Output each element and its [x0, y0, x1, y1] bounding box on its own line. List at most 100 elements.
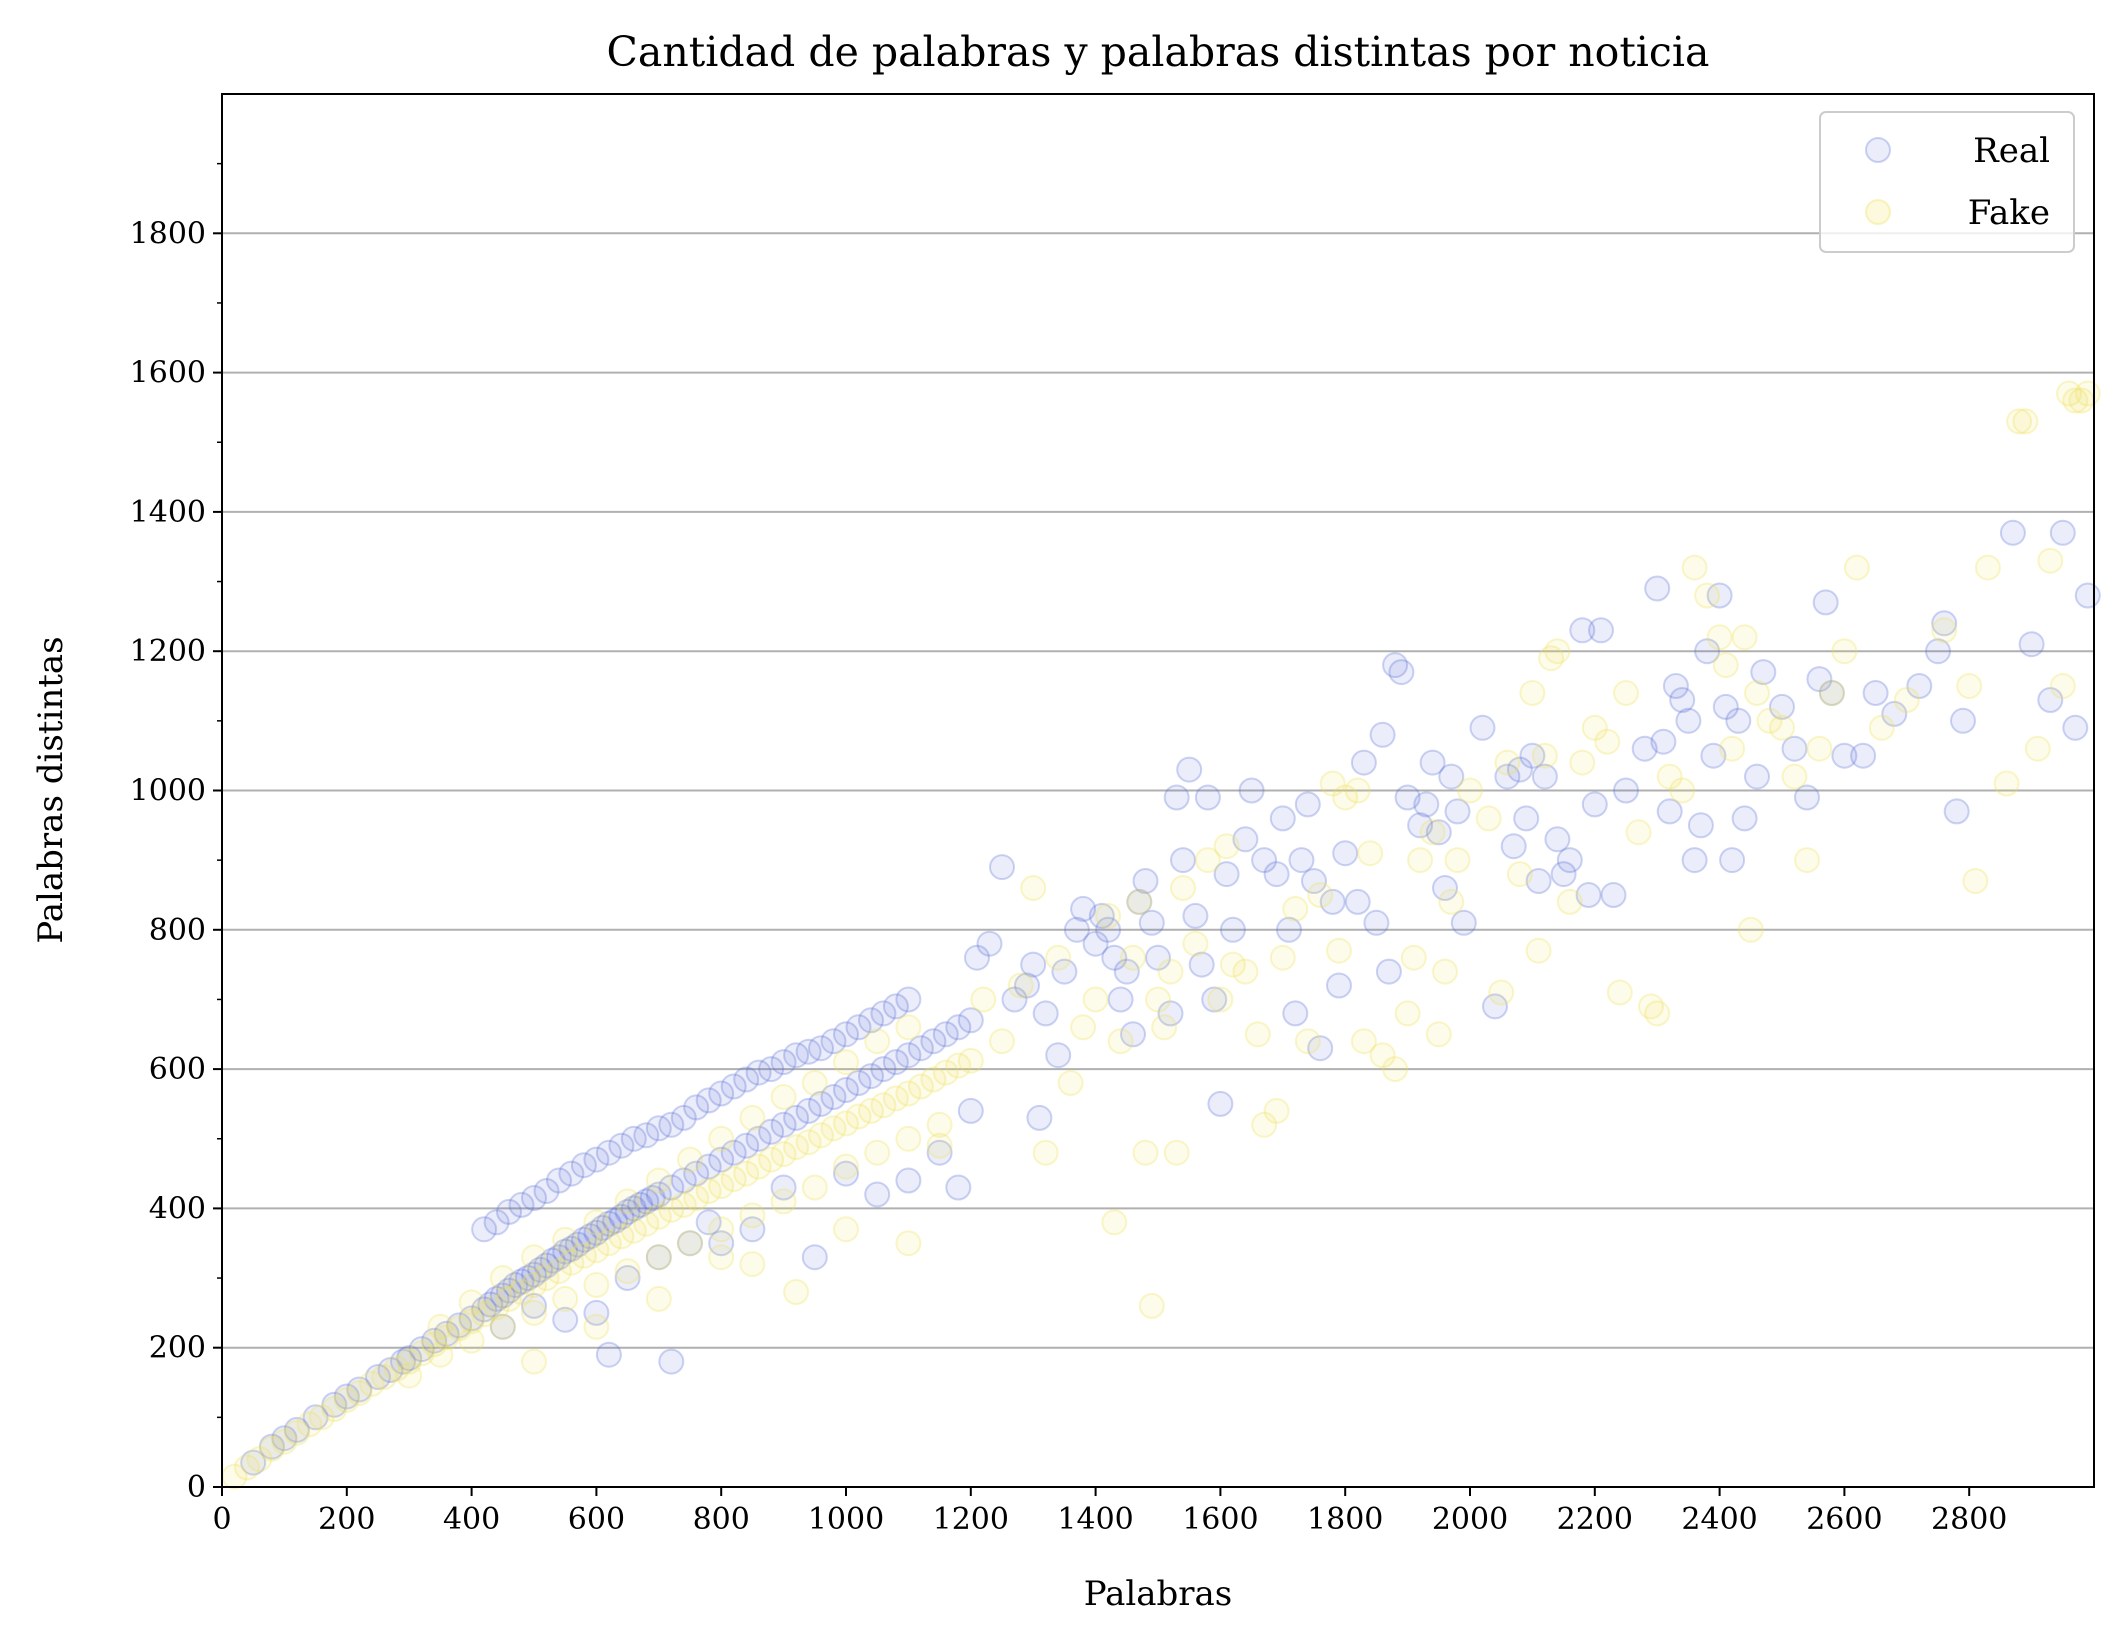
x-tick-label: 1600 [1182, 1502, 1258, 1537]
fake-point [396, 1348, 423, 1375]
fake-point [770, 1084, 797, 1110]
fake-point [1669, 777, 1696, 804]
fake-point [2024, 735, 2051, 762]
fake-point [1681, 554, 1708, 581]
fake-point [446, 1315, 473, 1342]
fake-point [1307, 882, 1334, 908]
fake-point [1407, 847, 1434, 874]
real-point [1850, 742, 1877, 769]
fake-point [396, 1362, 423, 1389]
real-point [1301, 868, 1327, 894]
real-point [633, 1122, 660, 1149]
real-point [833, 1077, 859, 1103]
real-point [683, 1094, 710, 1121]
real-point [365, 1364, 391, 1390]
real-point [683, 1160, 710, 1187]
fake-point [546, 1258, 572, 1285]
real-point [608, 1203, 635, 1230]
legend-real-marker [1865, 137, 1891, 163]
real-point [945, 1014, 972, 1041]
x-tick-label: 600 [568, 1502, 625, 1537]
real-point [1145, 944, 1171, 971]
fake-point [296, 1411, 323, 1438]
real-point [1588, 617, 1614, 644]
real-point [1319, 888, 1346, 915]
fake-point [1194, 847, 1221, 874]
x-axis-ticks: 0 200 400 600 800 1000 1200 1400 1600 1800 2000 220… [212, 1487, 2007, 1537]
real-point [964, 944, 990, 971]
real-point [801, 1244, 828, 1271]
x-axis-label: Palabras [1084, 1574, 1233, 1614]
fake-point [552, 1226, 579, 1253]
fake-point [1956, 673, 1983, 699]
real-point [1482, 993, 1508, 1020]
real-point [645, 1181, 672, 1208]
real-point [558, 1235, 585, 1262]
legend-fake-marker [1865, 199, 1891, 225]
real-point [258, 1433, 285, 1460]
real-point [489, 1313, 516, 1340]
fake-point [620, 1217, 647, 1244]
fake-point [1332, 784, 1359, 811]
fake-point [258, 1435, 285, 1462]
real-point [521, 1261, 547, 1288]
real-point [932, 1021, 959, 1048]
real-point [552, 1238, 579, 1265]
real-point [496, 1198, 522, 1225]
real-point [820, 1028, 847, 1055]
x-tick-label: 2800 [1931, 1502, 2007, 1537]
real-point [720, 1139, 747, 1166]
x-tick-label: 1800 [1307, 1502, 1383, 1537]
fake-point [1719, 735, 1746, 762]
fake-point [1126, 888, 1153, 915]
fake-point [1488, 979, 1515, 1006]
fake-point [508, 1279, 535, 1305]
real-point [608, 1132, 635, 1159]
fake-point [433, 1324, 460, 1351]
fake-point [870, 1092, 897, 1119]
real-point [1382, 652, 1409, 679]
real-point [870, 1056, 897, 1083]
real-point [1687, 812, 1714, 839]
real-point [1818, 680, 1845, 706]
y-tick-label: 1000 [130, 774, 206, 809]
real-point [658, 1111, 685, 1138]
real-point [708, 1080, 735, 1107]
y-tick-label: 800 [149, 913, 206, 948]
real-point [1363, 909, 1390, 936]
fake-point [645, 1203, 672, 1230]
fake-point [521, 1348, 547, 1375]
fake-point [558, 1249, 585, 1276]
fake-point [1613, 680, 1639, 706]
real-point [1182, 902, 1209, 929]
real-point [1288, 847, 1315, 874]
fake-point [1145, 986, 1171, 1013]
real-point [1188, 951, 1215, 978]
fake-point [583, 1209, 610, 1236]
real-point [377, 1357, 404, 1383]
real-point [546, 1167, 572, 1194]
y-tick-label: 600 [149, 1052, 206, 1087]
fake-point [483, 1294, 510, 1321]
fake-point [2056, 380, 2082, 407]
real-point [396, 1345, 423, 1372]
fake-point [1326, 937, 1352, 964]
real-point [1469, 714, 1496, 741]
real-point [1307, 1035, 1334, 1062]
fake-point [533, 1265, 560, 1291]
real-point [1444, 798, 1471, 825]
fake-point [1045, 944, 1072, 971]
fake-point [2037, 547, 2064, 574]
real-point [564, 1231, 591, 1258]
real-point [733, 1066, 760, 1093]
real-point [633, 1188, 660, 1215]
real-point [2018, 631, 2045, 658]
real-point [695, 1209, 722, 1236]
fake-point [614, 1258, 641, 1285]
real-point [1656, 798, 1683, 825]
real-point [820, 1084, 847, 1110]
real-point [558, 1160, 585, 1187]
real-point [758, 1056, 785, 1083]
real-point [1394, 784, 1421, 811]
